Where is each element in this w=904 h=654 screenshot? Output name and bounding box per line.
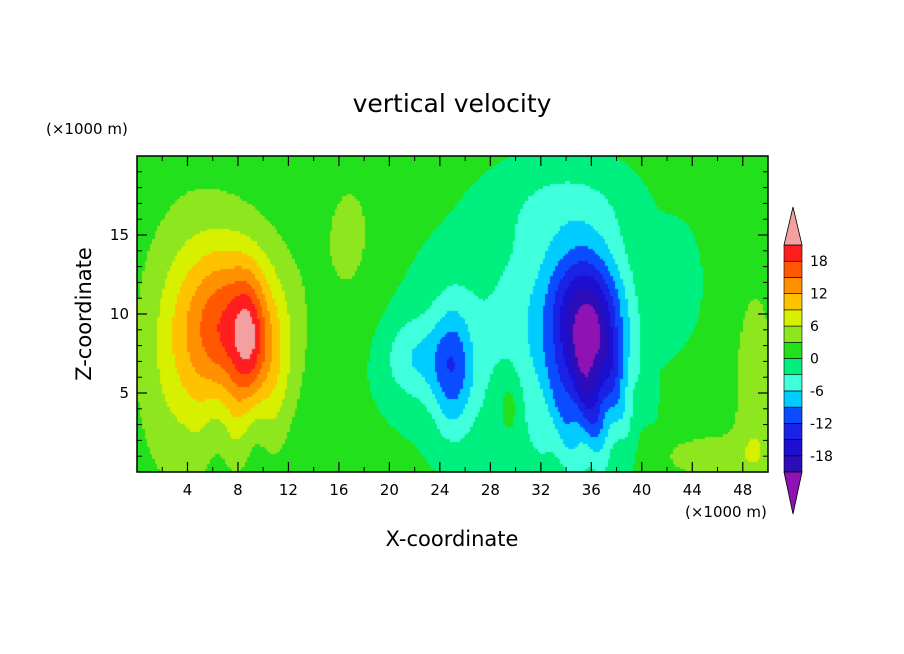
colorbar-under-arrow	[783, 471, 803, 515]
x-tick-label: 24	[430, 481, 449, 499]
colorbar-band	[783, 455, 803, 473]
colorbar: 18 12 6 0 -6 -12 -18	[783, 206, 833, 515]
x-tick-label: 40	[632, 481, 651, 499]
colorbar-band	[783, 293, 803, 311]
y-axis-ticks: 5 10 15	[110, 171, 768, 457]
colorbar-label: 6	[810, 319, 819, 335]
x-tick-label: 32	[531, 481, 550, 499]
colorbar-band	[783, 374, 803, 392]
colorbar-label: -6	[810, 384, 824, 400]
chart-title: vertical velocity	[353, 89, 552, 118]
x-axis-label: X-coordinate	[386, 527, 519, 551]
colorbar-over-arrow	[783, 206, 803, 246]
x-tick-label: 48	[733, 481, 752, 499]
colorbar-band	[783, 260, 803, 278]
colorbar-band	[783, 277, 803, 294]
colorbar-label: 12	[810, 287, 828, 303]
y-unit-label: (×1000 m)	[46, 120, 128, 138]
colorbar-band	[783, 325, 803, 343]
colorbar-band	[783, 406, 803, 424]
x-tick-label: 28	[481, 481, 500, 499]
x-tick-label: 4	[183, 481, 193, 499]
x-unit-label: (×1000 m)	[685, 503, 767, 521]
x-tick-label: 8	[233, 481, 243, 499]
colorbar-band	[783, 439, 803, 457]
colorbar-band	[783, 309, 803, 327]
colorbar-label: 18	[810, 254, 828, 270]
heatmap-plot-area	[137, 156, 768, 472]
y-tick-label: 5	[119, 384, 129, 402]
x-tick-label: 36	[582, 481, 601, 499]
colorbar-label: 0	[810, 352, 819, 368]
y-tick-label: 15	[110, 226, 129, 244]
x-tick-label: 20	[380, 481, 399, 499]
y-tick-label: 10	[110, 305, 129, 323]
velocity-field	[137, 156, 768, 472]
x-tick-label: 16	[329, 481, 348, 499]
colorbar-label: -18	[810, 449, 833, 465]
colorbar-label: -12	[810, 416, 833, 432]
y-axis-label: Z-coordinate	[72, 247, 96, 381]
x-tick-label: 44	[683, 481, 702, 499]
colorbar-band	[783, 423, 803, 440]
x-axis-ticks: 4 8 12 16 20 24 28 32 36 40 44 48	[161, 156, 752, 499]
colorbar-band	[783, 244, 803, 262]
colorbar-band	[783, 390, 803, 408]
colorbar-band	[783, 341, 803, 359]
x-tick-label: 12	[279, 481, 298, 499]
colorbar-band	[783, 358, 803, 376]
